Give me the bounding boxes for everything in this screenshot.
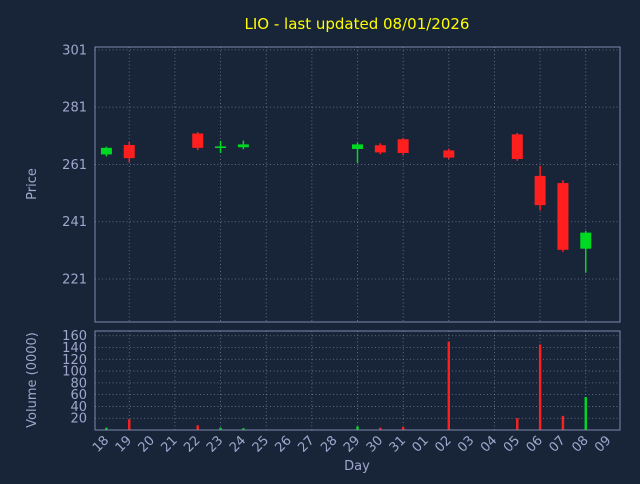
volume-bar-day-30 <box>379 427 382 430</box>
candle-body <box>511 134 523 160</box>
volume-tick-label: 80 <box>70 376 87 391</box>
volume-bar-day-22 <box>196 425 199 430</box>
volume-bar-day-29 <box>356 426 359 430</box>
chart-title: LIO - last updated 08/01/2026 <box>245 15 470 33</box>
volume-bar-day-31 <box>401 427 405 430</box>
x-axis-label: Day <box>344 459 370 474</box>
volume-bar-day-07 <box>561 415 565 430</box>
candle-day-18 <box>100 146 112 157</box>
volume-bar-day-23 <box>219 427 222 430</box>
candle-day-29 <box>352 142 363 164</box>
candle-body <box>352 144 363 149</box>
candle-body <box>237 144 249 148</box>
price-tick-label: 241 <box>62 215 87 230</box>
volume-tick-label: 60 <box>70 388 87 403</box>
price-tick-label: 221 <box>62 273 87 288</box>
volume-axis-label: Volume (0000) <box>25 332 40 428</box>
volume-panel-border <box>94 330 621 431</box>
candle-body <box>215 146 227 149</box>
candle-body <box>374 145 386 153</box>
candle-day-19 <box>123 141 135 163</box>
volume-bar-day-02 <box>447 341 451 430</box>
candle-body <box>123 144 135 159</box>
volume-bar-day-05 <box>516 418 519 430</box>
price-panel-border <box>94 46 621 323</box>
candle-day-24 <box>237 140 249 150</box>
candle-body <box>580 232 592 249</box>
candle-body <box>557 183 569 250</box>
axes-layer <box>94 46 621 431</box>
volume-tick-label: 20 <box>70 412 87 427</box>
volume-tick-label: 160 <box>62 329 87 344</box>
candle-day-06 <box>534 165 546 211</box>
candle-day-07 <box>557 180 569 252</box>
candle-day-30 <box>374 143 386 155</box>
volume-bar-day-08 <box>584 397 587 430</box>
price-tick-label: 261 <box>62 158 87 173</box>
candle-day-02 <box>443 148 455 160</box>
candle-day-05 <box>511 132 523 161</box>
price-tick-label: 301 <box>62 43 87 58</box>
candle-body <box>443 150 455 158</box>
series-layer <box>100 132 592 430</box>
volume-bar-day-24 <box>242 428 245 430</box>
candle-body <box>534 175 546 206</box>
price-tick-label: 281 <box>62 101 87 116</box>
candle-day-23 <box>215 140 227 153</box>
volume-tick-label: 100 <box>62 365 87 380</box>
candle-day-31 <box>397 137 409 155</box>
candle-body <box>397 139 409 153</box>
candle-body <box>100 147 112 155</box>
candle-day-08 <box>580 230 592 273</box>
volume-tick-label: 40 <box>70 400 87 415</box>
volume-tick-label: 140 <box>62 341 87 356</box>
volume-bar-day-19 <box>128 419 131 430</box>
candle-body <box>192 133 204 148</box>
candle-day-22 <box>192 132 204 151</box>
volume-bar-day-18 <box>105 427 108 430</box>
volume-bar-day-06 <box>538 344 542 430</box>
price-axis-label: Price <box>25 168 40 200</box>
volume-tick-label: 120 <box>62 353 87 368</box>
